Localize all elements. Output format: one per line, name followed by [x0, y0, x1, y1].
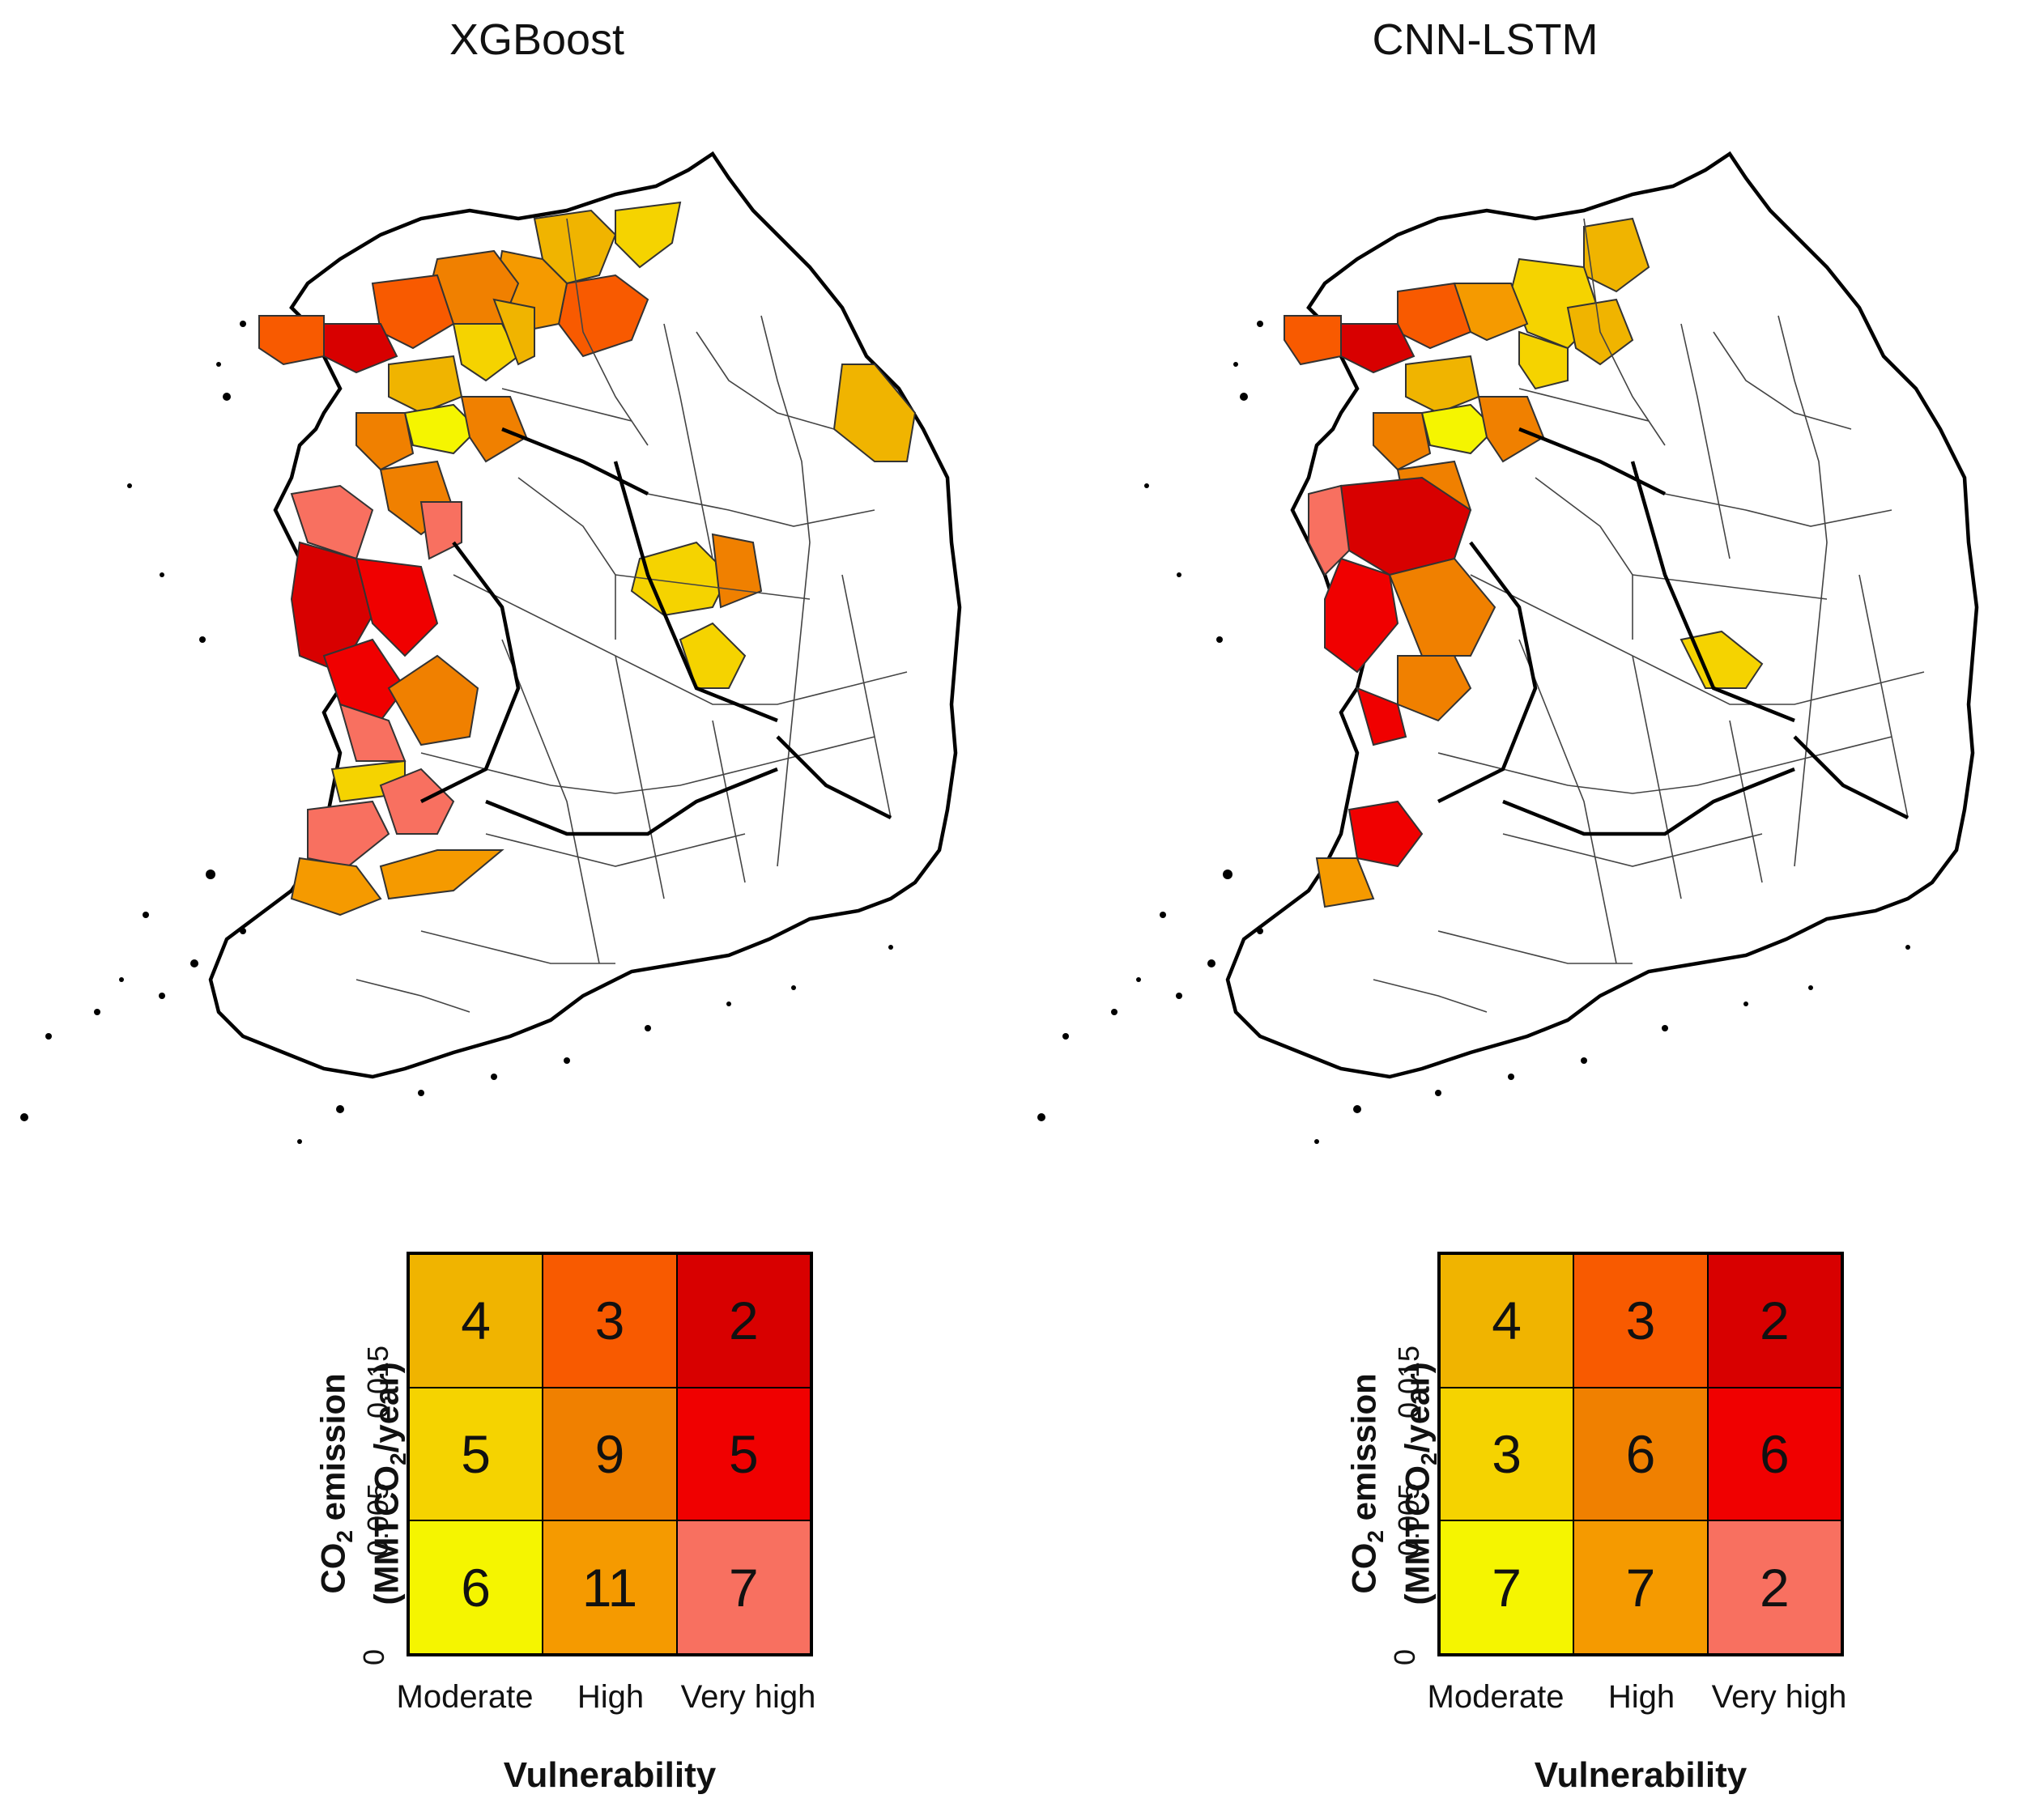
panel-title: XGBoost [449, 15, 625, 64]
mainland-outline [1225, 151, 1979, 1079]
legend-cell-r1c0: 3 [1440, 1387, 1574, 1521]
x-tick-very-high: Very high [1711, 1679, 1847, 1715]
legend-cell-r2c2: 2 [1707, 1520, 1841, 1654]
legend-cell-r0c2: 2 [676, 1254, 811, 1388]
province-boundaries [419, 427, 892, 836]
y-axis-label: CO2 emission (MMTCO2/year) [313, 1362, 411, 1605]
islands [20, 321, 893, 1144]
x-tick-very-high: Very high [680, 1679, 816, 1715]
y-axis-label: CO2 emission (MMTCO2/year) [1344, 1362, 1442, 1605]
legend-cell-r2c2: 7 [676, 1520, 811, 1654]
legend-cell-r2c0: 7 [1440, 1520, 1574, 1654]
x-tick-moderate: Moderate [396, 1679, 534, 1715]
x-tick-high: High [1607, 1679, 1675, 1715]
legend-cell-r2c1: 11 [543, 1520, 677, 1654]
panel-xgboost: XGBoost [0, 0, 1017, 1820]
legend-cell-r1c0: 5 [409, 1387, 543, 1521]
legend-cell-r2c0: 6 [409, 1520, 543, 1654]
korea-map-cnn-lstm [1037, 151, 1979, 1144]
x-axis-label: Vulnerability [1534, 1755, 1748, 1795]
district-boundaries [1373, 218, 1925, 1013]
legend-cell-r0c0: 4 [1440, 1254, 1574, 1388]
mainland-outline [208, 151, 962, 1079]
legend-cell-r1c2: 6 [1707, 1387, 1841, 1521]
x-tick-high: High [577, 1679, 645, 1715]
legend-cell-r2c1: 7 [1573, 1520, 1708, 1654]
legend-cell-r1c1: 9 [543, 1387, 677, 1521]
panel-title: CNN-LSTM [1372, 15, 1599, 64]
korea-map-xgboost [20, 151, 962, 1144]
islands [1037, 321, 1910, 1144]
district-boundaries [355, 218, 908, 1013]
cnn-colored-regions [1284, 217, 1764, 908]
legend-cell-r1c2: 5 [676, 1387, 811, 1521]
bivariate-legend-cnn-lstm: 4 3 2 3 6 6 7 7 2 0 0.005 0.015 Moderate… [1345, 1252, 1846, 1795]
panel-cnn-lstm: CNN-LSTM [1017, 0, 2034, 1820]
legend-cell-r1c1: 6 [1573, 1387, 1708, 1521]
bivariate-legend-xgboost: 4 3 2 5 9 5 6 11 7 0 0.005 0.015 Moderat… [314, 1252, 815, 1795]
legend-cell-r0c1: 3 [543, 1254, 677, 1388]
xgb-colored-regions [258, 201, 917, 916]
legend-cell-r0c1: 3 [1573, 1254, 1708, 1388]
province-boundaries [1437, 427, 1909, 836]
legend-cell-r0c0: 4 [409, 1254, 543, 1388]
legend-grid: 4 3 2 5 9 5 6 11 7 [407, 1252, 813, 1656]
legend-cell-r0c2: 2 [1707, 1254, 1841, 1388]
x-axis-label: Vulnerability [503, 1755, 717, 1795]
legend-grid: 4 3 2 3 6 6 7 7 2 [1437, 1252, 1844, 1656]
x-tick-moderate: Moderate [1427, 1679, 1565, 1715]
